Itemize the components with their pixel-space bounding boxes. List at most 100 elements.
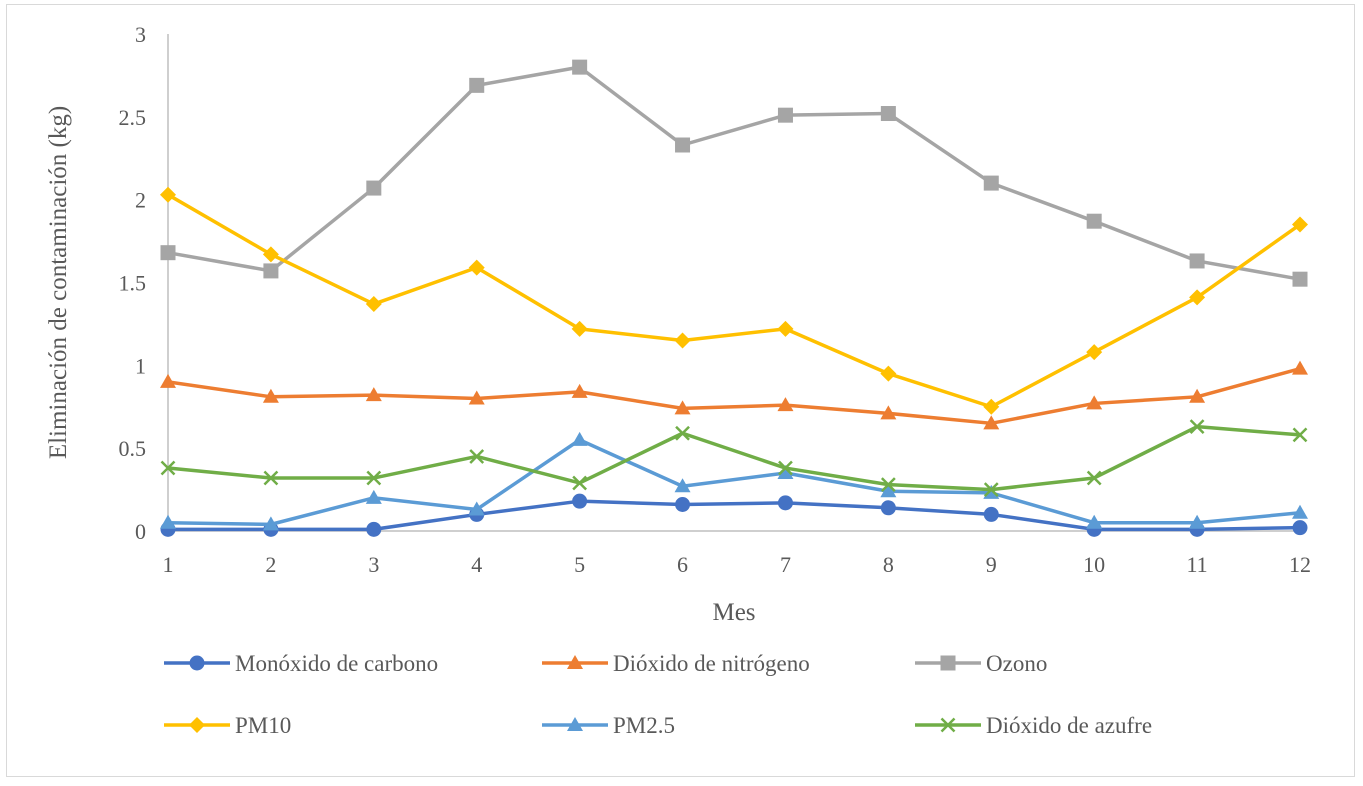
legend-label: Ozono — [986, 651, 1047, 676]
legend-item-monoxido-de-carbono: Monóxido de carbono — [164, 651, 438, 676]
series-dioxido-de-azufre — [160, 419, 1308, 497]
series-line-dioxido-de-azufre — [167, 424, 1301, 492]
data-point-pm10 — [674, 332, 691, 349]
series-line-monoxido-de-carbono — [168, 499, 1301, 532]
legend-swatch-marker — [189, 717, 205, 733]
series-line-pm2-5 — [167, 438, 1301, 527]
data-point-dioxido-de-nitrogeno — [880, 405, 897, 420]
data-point-pm2-5 — [365, 489, 382, 504]
y-tick-label: 1 — [135, 353, 146, 378]
legend-swatch-marker — [940, 717, 956, 733]
x-tick-label: 12 — [1289, 552, 1311, 577]
x-tick-label: 7 — [780, 552, 791, 577]
data-point-ozono — [675, 137, 691, 153]
data-point-pm10 — [262, 246, 279, 263]
data-point-dioxido-de-nitrogeno — [1292, 360, 1308, 375]
data-point-pm2-5 — [262, 516, 279, 531]
data-point-pm2-5 — [1189, 514, 1206, 529]
data-point-dioxido-de-azufre — [778, 460, 793, 476]
x-axis-ticks: 1 2 3 4 5 6 7 8 9 10 11 12 — [163, 552, 1312, 577]
data-point-pm2-5 — [160, 514, 176, 529]
x-tick-label: 6 — [677, 552, 688, 577]
data-point-ozono — [983, 175, 999, 191]
series-pm2-5 — [160, 431, 1308, 531]
x-tick-label: 1 — [163, 552, 174, 577]
data-point-dioxido-de-nitrogeno — [777, 397, 794, 412]
legend-item-ozono: Ozono — [915, 651, 1047, 676]
data-point-dioxido-de-azufre — [983, 482, 999, 497]
data-point-pm10 — [571, 320, 588, 337]
data-point-pm2-5 — [983, 484, 1000, 499]
data-point-dioxido-de-azufre — [572, 475, 588, 491]
x-tick-label: 5 — [574, 552, 585, 577]
data-point-pm2-5 — [1086, 514, 1103, 529]
data-point-pm2-5 — [674, 478, 691, 493]
data-point-pm10 — [1086, 344, 1103, 361]
x-tick-label: 11 — [1186, 552, 1207, 577]
data-point-dioxido-de-nitrogeno — [571, 383, 588, 398]
data-point-dioxido-de-nitrogeno — [262, 388, 279, 403]
axes — [167, 34, 1300, 532]
data-point-pm10 — [880, 365, 897, 382]
x-axis-title: Mes — [712, 599, 755, 626]
data-point-pm10 — [468, 259, 485, 276]
series-dioxido-de-nitrogeno — [160, 360, 1308, 430]
data-point-ozono — [160, 245, 176, 261]
legend-swatch-marker — [189, 655, 205, 671]
legend-label: Monóxido de carbono — [235, 651, 438, 676]
data-point-monoxido-de-carbono — [572, 493, 588, 509]
data-point-ozono — [777, 107, 793, 123]
data-point-dioxido-de-azufre — [675, 425, 690, 441]
data-point-ozono — [469, 77, 485, 93]
series-line-ozono — [167, 65, 1301, 281]
data-point-pm2-5 — [777, 465, 794, 480]
legend: Monóxido de carbono Dióxido de nitrógeno O… — [164, 651, 1152, 738]
data-point-dioxido-de-azufre — [366, 470, 382, 486]
series-ozono — [160, 59, 1308, 287]
legend-label: PM2.5 — [613, 713, 675, 738]
y-tick-label: 3 — [135, 22, 146, 47]
series-line-pm10 — [167, 193, 1302, 409]
data-point-monoxido-de-carbono — [366, 521, 382, 537]
legend-item-dioxido-de-nitrogeno: Dióxido de nitrógeno — [542, 651, 810, 676]
data-point-pm2-5 — [1292, 504, 1308, 519]
data-point-ozono — [1189, 253, 1205, 269]
data-point-pm10 — [365, 296, 382, 313]
data-point-ozono — [1086, 213, 1102, 229]
x-tick-label: 2 — [265, 552, 276, 577]
data-point-ozono — [880, 106, 896, 122]
data-point-dioxido-de-nitrogeno — [1086, 395, 1103, 410]
data-point-dioxido-de-azufre — [160, 460, 176, 476]
legend-label: Dióxido de azufre — [986, 713, 1152, 738]
data-point-pm10 — [1292, 216, 1308, 233]
legend-item-pm10: PM10 — [164, 713, 291, 738]
data-point-dioxido-de-nitrogeno — [365, 387, 382, 402]
data-point-dioxido-de-azufre — [1292, 427, 1308, 443]
data-point-monoxido-de-carbono — [675, 496, 691, 512]
data-point-pm2-5 — [468, 501, 485, 516]
x-tick-label: 4 — [471, 552, 482, 577]
data-point-pm2-5 — [880, 483, 897, 498]
data-point-pm10 — [777, 320, 794, 337]
data-point-pm10 — [160, 186, 176, 203]
legend-swatch-marker — [567, 655, 583, 669]
legend-item-pm2-5: PM2.5 — [542, 713, 675, 738]
x-tick-label: 3 — [368, 552, 379, 577]
data-point-dioxido-de-azufre — [1189, 419, 1205, 435]
y-tick-label: 2.5 — [119, 105, 147, 130]
y-tick-label: 1.5 — [119, 271, 147, 296]
data-point-pm2-5 — [571, 431, 588, 446]
data-point-dioxido-de-azufre — [469, 449, 485, 464]
legend-swatch-marker — [567, 717, 583, 731]
data-point-dioxido-de-azufre — [1086, 470, 1102, 486]
data-point-dioxido-de-nitrogeno — [468, 390, 485, 405]
legend-swatch-marker — [940, 655, 956, 671]
x-tick-label: 8 — [883, 552, 894, 577]
data-point-pm10 — [1189, 289, 1206, 306]
x-tick-label: 10 — [1083, 552, 1105, 577]
data-point-ozono — [366, 180, 382, 196]
data-point-pm10 — [983, 398, 1000, 415]
data-point-ozono — [1292, 271, 1308, 287]
data-point-ozono — [572, 59, 588, 75]
